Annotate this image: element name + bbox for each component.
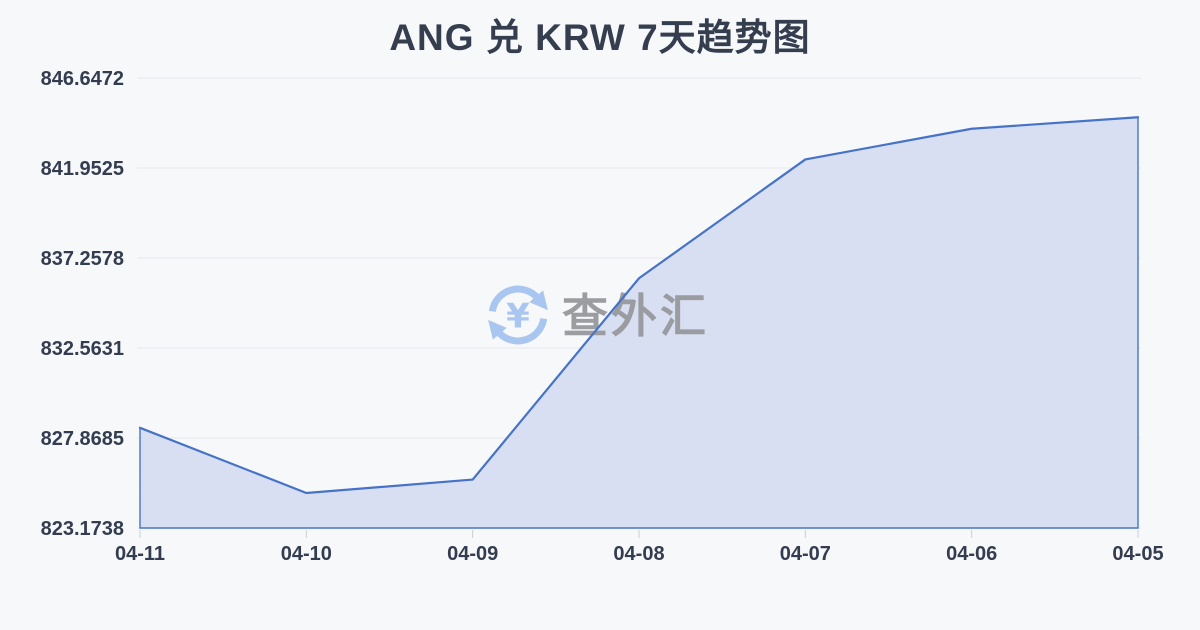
y-axis-tick-label: 841.9525 xyxy=(41,158,124,180)
x-axis-tick-label: 04-07 xyxy=(780,543,831,565)
x-axis-labels: 04-11 04-10 04-09 04-08 04-07 04-06 04-05 xyxy=(115,543,1164,565)
chart-title: ANG 兑 KRW 7天趋势图 xyxy=(389,17,811,58)
y-axis-tick-label: 823.1738 xyxy=(41,518,124,540)
y-axis-tick-label: 846.6472 xyxy=(41,68,124,90)
x-axis-tick-label: 04-09 xyxy=(447,543,498,565)
x-axis-tick-label: 04-08 xyxy=(613,543,664,565)
currency-exchange-icon: ¥ xyxy=(488,285,548,345)
trend-line xyxy=(138,116,1140,495)
x-axis-tick-label: 04-11 xyxy=(115,543,165,565)
y-axis-labels: 823.1738 827.8685 832.5631 837.2578 841.9525… xyxy=(41,68,124,540)
y-axis-tick-label: 837.2578 xyxy=(41,248,124,270)
x-axis-tick-label: 04-06 xyxy=(946,543,997,565)
y-axis-tick-label: 827.8685 xyxy=(41,428,124,450)
watermark: ¥ 查外汇 xyxy=(488,285,709,345)
x-axis-tick-label: 04-10 xyxy=(281,543,332,565)
yen-symbol: ¥ xyxy=(506,297,530,337)
x-axis-ticks xyxy=(139,530,1139,538)
x-axis-tick-label: 04-05 xyxy=(1112,543,1163,565)
y-axis-tick-label: 832.5631 xyxy=(41,338,124,360)
watermark-text: 查外汇 xyxy=(562,290,709,342)
